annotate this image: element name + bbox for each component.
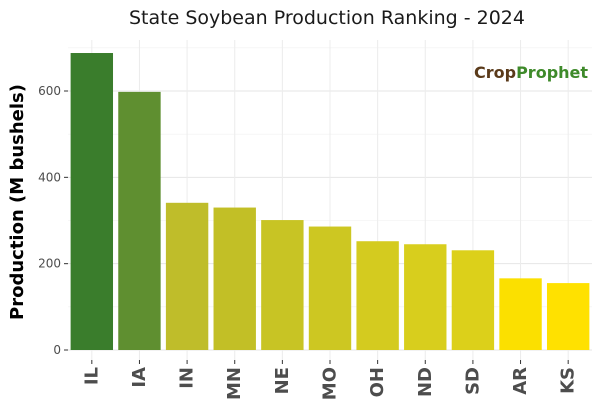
bar-oh	[356, 241, 399, 350]
y-tick-label-400: 400	[38, 170, 61, 184]
bar-ar	[499, 278, 542, 350]
x-axis-ticks: IL IA IN MN NE MO OH ND SD AR KS	[81, 360, 579, 400]
bar-in	[165, 202, 209, 350]
cropprophet-logo: CropProphet	[474, 63, 588, 82]
bar-ia	[118, 91, 161, 350]
x-tick-label-sd: SD	[462, 367, 483, 395]
y-tick-label-200: 200	[38, 257, 61, 271]
logo-text-prophet: Prophet	[516, 63, 588, 82]
y-tick-label-600: 600	[38, 84, 61, 98]
x-tick-label-mo: MO	[320, 367, 341, 400]
bar-il	[70, 53, 114, 350]
bar-nd	[404, 244, 447, 350]
y-axis-label: Production (M bushels)	[7, 84, 28, 320]
x-tick-label-ar: AR	[510, 367, 531, 395]
x-tick-label-il: IL	[81, 367, 102, 385]
bar-mo	[308, 226, 352, 350]
x-tick-label-ks: KS	[558, 367, 579, 394]
y-tick-label-0: 0	[53, 343, 61, 357]
x-tick-label-mn: MN	[224, 367, 245, 400]
bar-ks	[546, 283, 590, 350]
chart-title: State Soybean Production Ranking - 2024	[129, 7, 525, 29]
y-axis-ticks: 0 200 400 600	[38, 84, 68, 357]
bar-sd	[451, 250, 495, 350]
bars-group	[70, 53, 590, 350]
bar-ne	[261, 220, 304, 350]
x-tick-label-ne: NE	[272, 367, 293, 394]
x-tick-label-ia: IA	[129, 367, 150, 388]
bar-mn	[213, 207, 256, 350]
logo-text-crop: Crop	[474, 63, 516, 82]
x-tick-label-in: IN	[177, 367, 198, 389]
svg-text:CropProphet: CropProphet	[474, 63, 588, 82]
x-tick-label-nd: ND	[415, 367, 436, 397]
x-tick-label-oh: OH	[367, 367, 388, 397]
